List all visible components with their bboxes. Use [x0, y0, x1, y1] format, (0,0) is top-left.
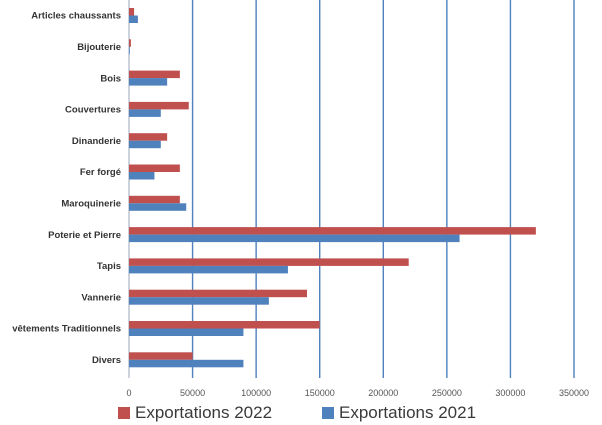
category-label: Bijouterie [77, 42, 121, 53]
legend: Exportations 2022 Exportations 2021 [118, 403, 476, 422]
x-tick-label: 50000 [180, 388, 205, 398]
legend-swatch-0 [118, 407, 130, 419]
legend-label-0: Exportations 2022 [135, 403, 272, 422]
bar-2021-0 [129, 15, 138, 23]
bar-2022-5 [129, 164, 180, 172]
x-tick-label: 100000 [241, 388, 271, 398]
bar-2022-10 [129, 321, 320, 329]
x-axis-ticks: 0 50000 100000 150000 200000 250000 300000 3500… [126, 388, 589, 398]
x-tick-label: 0 [126, 388, 131, 398]
bar-2022-8 [129, 258, 409, 266]
bar-2021-7 [129, 234, 460, 243]
category-label: Dinanderie [72, 136, 121, 147]
bar-2022-0 [129, 8, 135, 16]
bar-2021-11 [129, 359, 244, 368]
bar-2022-9 [129, 289, 307, 298]
bar-2022-2 [129, 70, 180, 79]
bar-2021-10 [129, 328, 244, 336]
x-tick-label: 250000 [432, 388, 462, 398]
bar-2021-5 [129, 172, 155, 180]
bar-2022-4 [129, 133, 168, 141]
category-label: Couvertures [65, 105, 121, 116]
bar-2021-8 [129, 265, 288, 274]
bar-2022-7 [129, 227, 536, 235]
x-tick-label: 150000 [305, 388, 335, 398]
bar-2021-6 [129, 203, 187, 211]
category-label: Poterie et Pierre [48, 230, 121, 241]
bar-2021-9 [129, 297, 269, 305]
category-label: Maroquinerie [61, 199, 121, 210]
category-label: vêtements Traditionnels [12, 324, 121, 335]
bar-2022-6 [129, 195, 180, 204]
x-tick-label: 350000 [559, 388, 589, 398]
bar-2021-3 [129, 109, 161, 117]
bars [129, 8, 536, 368]
gridlines [128, 0, 575, 378]
x-tick-label: 200000 [368, 388, 398, 398]
category-label: Articles chaussants [31, 11, 121, 22]
bar-2021-4 [129, 140, 161, 149]
category-label: Divers [92, 355, 121, 366]
bar-2022-1 [129, 39, 131, 47]
category-label: Tapis [97, 261, 121, 272]
bar-2021-2 [129, 78, 168, 86]
category-label: Bois [100, 73, 121, 84]
category-label: Fer forgé [80, 167, 121, 178]
bar-2021-1 [129, 46, 130, 55]
category-label: Vannerie [81, 292, 121, 303]
category-labels: Articles chaussants Bijouterie Bois Couvert… [12, 11, 121, 366]
bar-2022-11 [129, 352, 193, 360]
bar-2022-3 [129, 101, 189, 110]
legend-swatch-1 [322, 407, 334, 419]
x-tick-label: 300000 [495, 388, 525, 398]
legend-label-1: Exportations 2021 [339, 403, 476, 422]
